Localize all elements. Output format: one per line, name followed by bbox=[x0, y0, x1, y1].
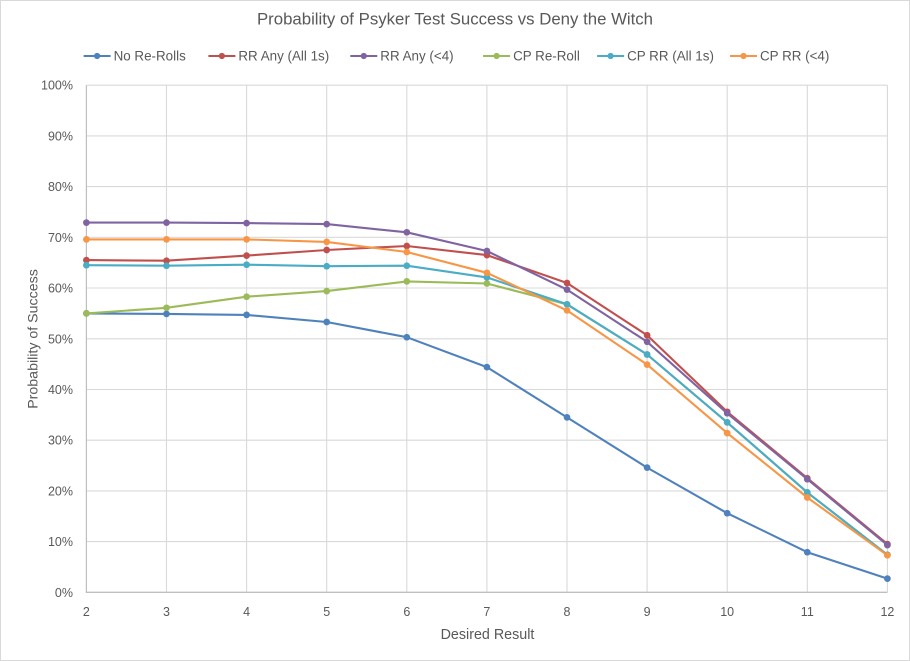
svg-text:RR Any (<4): RR Any (<4) bbox=[380, 48, 453, 63]
svg-text:20%: 20% bbox=[48, 484, 73, 498]
svg-text:5: 5 bbox=[323, 605, 330, 619]
svg-text:50%: 50% bbox=[48, 332, 73, 346]
svg-text:6: 6 bbox=[403, 605, 410, 619]
svg-text:Probability of Psyker Test Suc: Probability of Psyker Test Success vs De… bbox=[257, 10, 653, 29]
svg-text:10: 10 bbox=[720, 605, 734, 619]
svg-text:Desired Result: Desired Result bbox=[441, 627, 535, 643]
svg-text:Probability of Success: Probability of Success bbox=[26, 269, 42, 409]
svg-text:0%: 0% bbox=[55, 586, 73, 600]
svg-text:40%: 40% bbox=[48, 383, 73, 397]
svg-text:100%: 100% bbox=[41, 79, 73, 93]
svg-text:4: 4 bbox=[243, 605, 250, 619]
svg-text:80%: 80% bbox=[48, 180, 73, 194]
svg-text:2: 2 bbox=[83, 605, 90, 619]
svg-text:10%: 10% bbox=[48, 535, 73, 549]
svg-text:No Re-Rolls: No Re-Rolls bbox=[114, 48, 186, 63]
svg-text:12: 12 bbox=[880, 605, 894, 619]
svg-text:9: 9 bbox=[644, 605, 651, 619]
svg-text:70%: 70% bbox=[48, 231, 73, 245]
svg-text:CP RR (All 1s): CP RR (All 1s) bbox=[627, 48, 714, 63]
svg-text:7: 7 bbox=[483, 605, 490, 619]
svg-text:CP Re-Roll: CP Re-Roll bbox=[513, 48, 580, 63]
svg-text:90%: 90% bbox=[48, 130, 73, 144]
svg-text:RR Any (All 1s): RR Any (All 1s) bbox=[238, 48, 329, 63]
svg-text:11: 11 bbox=[801, 605, 814, 619]
svg-text:8: 8 bbox=[564, 605, 571, 619]
svg-text:30%: 30% bbox=[48, 434, 73, 448]
svg-text:CP RR (<4): CP RR (<4) bbox=[760, 48, 829, 63]
svg-text:60%: 60% bbox=[48, 282, 73, 296]
svg-text:3: 3 bbox=[163, 605, 170, 619]
